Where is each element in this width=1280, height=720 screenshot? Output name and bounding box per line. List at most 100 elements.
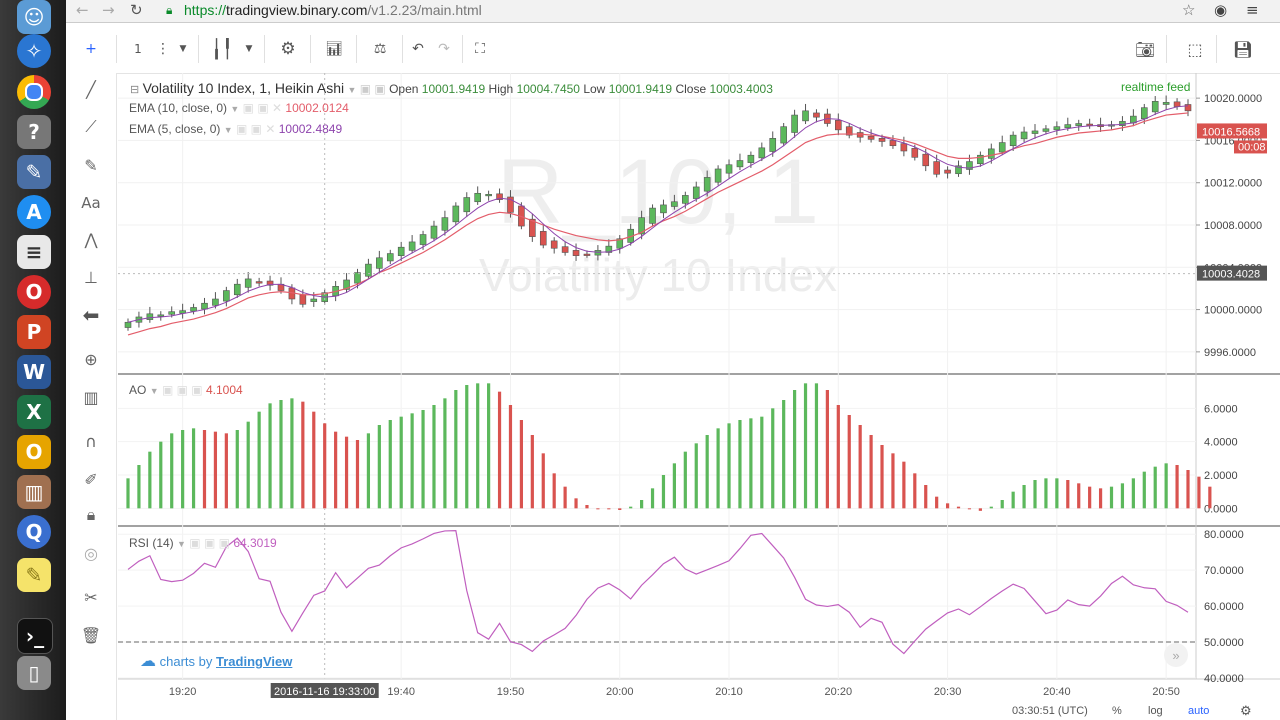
candle-body — [889, 140, 897, 147]
ao-bar — [694, 443, 698, 509]
candle-body — [682, 195, 689, 204]
legend-dropdown-icon[interactable]: ▼ — [223, 125, 233, 135]
ao-bar — [1066, 480, 1070, 509]
chart-type-dropdown-icon[interactable]: ▼ — [245, 44, 253, 54]
prediction-tool-icon[interactable]: ⊥ — [84, 267, 98, 287]
trend-line-icon[interactable]: ╱ — [86, 79, 96, 99]
remove-tools-icon[interactable]: ✂ — [84, 587, 98, 607]
quicktime-icon[interactable]: Q — [17, 515, 51, 549]
ao-bar — [913, 473, 917, 509]
redo-icon[interactable]: ↷ — [438, 41, 450, 57]
chart-area[interactable]: 19:20 19:40 19:50 20:00 20:10 20:20 20:30 20:40… — [118, 73, 1280, 720]
compare-icon[interactable]: ⚖ — [373, 41, 387, 57]
rsi-line — [127, 529, 1189, 655]
legend-settings-icons[interactable]: ▣ ▣ — [359, 82, 386, 96]
ao-bar — [945, 503, 950, 509]
interval-menu-icon[interactable]: ⋮ — [156, 41, 170, 57]
candle-body — [201, 302, 208, 310]
safari-icon[interactable]: ✧ — [17, 34, 51, 68]
brush-icon[interactable]: ✎ — [84, 155, 98, 175]
candles-type-icon[interactable]: ╽╿ — [211, 38, 233, 60]
realtime-feed-label: realtime feed — [1121, 80, 1191, 94]
candle-body — [933, 161, 940, 175]
bookmark-star-icon[interactable]: ☆ — [1182, 1, 1196, 19]
collapse-icon[interactable]: ⊟ — [130, 84, 140, 96]
tradingview-branding[interactable]: ☁ charts by TradingView — [140, 651, 292, 671]
candle-body — [835, 120, 842, 131]
rsi-tick-label: 80.0000 — [1204, 529, 1244, 541]
opera-icon[interactable]: O — [17, 275, 51, 309]
legend-settings-icons[interactable]: ▣ ▣ ✕ — [242, 101, 283, 115]
back-arrow-icon[interactable]: ← — [76, 1, 89, 19]
finder-icon[interactable]: ☺ — [17, 0, 51, 34]
forward-arrow-icon[interactable]: → — [102, 1, 115, 19]
ao-bar — [1109, 486, 1114, 509]
legend-dropdown-icon[interactable]: ▼ — [230, 104, 240, 114]
title-dropdown-icon[interactable]: ▼ — [347, 85, 357, 95]
indicators-icon[interactable]: 📊︎ — [325, 41, 343, 57]
lock-icon[interactable]: 🔒︎ — [86, 505, 96, 524]
candle-body — [474, 192, 481, 203]
interval-button[interactable]: 1 — [134, 42, 142, 56]
ao-bar — [257, 411, 261, 509]
arrow-icon[interactable]: ⬅ — [82, 303, 100, 327]
help-icon[interactable]: ? — [17, 115, 51, 149]
pattern-tool-icon[interactable]: ⋀ — [84, 229, 98, 249]
hide-drawings-icon[interactable]: ◎ — [84, 543, 98, 563]
magnet-icon[interactable]: ∩ — [85, 431, 97, 451]
ao-bar — [607, 508, 611, 510]
candle-body — [802, 110, 809, 122]
interval-dropdown-icon[interactable]: ▼ — [179, 44, 187, 54]
ao-bar — [181, 430, 185, 509]
word-icon[interactable]: W — [17, 355, 51, 389]
candle-body — [539, 231, 547, 246]
ao-name: AO — [129, 383, 147, 397]
legend-settings-icons[interactable]: ▣ ▣ ▣ — [189, 536, 230, 550]
terminal-icon[interactable]: ›_ — [17, 618, 53, 654]
outlook-icon[interactable]: O — [17, 435, 51, 469]
auto-toggle[interactable]: auto — [1188, 705, 1210, 717]
legend-settings-icons[interactable]: ▣ ▣ ▣ — [161, 383, 203, 397]
ohlc-label: Low — [583, 82, 606, 96]
footer-settings-gear-icon[interactable]: ⚙ — [1240, 703, 1252, 718]
legend-dropdown-icon[interactable]: ▼ — [149, 386, 159, 396]
stickies-icon[interactable]: ✎ — [17, 558, 51, 592]
excel-icon[interactable]: X — [17, 395, 51, 429]
scroll-right-button[interactable]: » — [1164, 643, 1188, 667]
candle-body — [1173, 101, 1181, 107]
chart-image-icon[interactable]: ⬚ — [1187, 39, 1203, 59]
percent-toggle[interactable]: % — [1112, 705, 1122, 717]
legend-settings-icons[interactable]: ▣ ▣ ✕ — [235, 122, 276, 136]
trash-icon[interactable]: 🗑︎ — [80, 625, 102, 645]
menu-icon[interactable]: ≡ — [1246, 1, 1259, 19]
text-tool-icon[interactable]: Aa — [81, 194, 101, 212]
crosshair-tool-icon[interactable]: + — [85, 41, 97, 57]
extension-icon[interactable]: ◉ — [1214, 1, 1228, 19]
lock-drawings-icon[interactable]: ✐ — [84, 469, 98, 489]
undo-icon[interactable]: ↶ — [412, 41, 424, 57]
archive-icon[interactable]: ▥ — [17, 475, 51, 509]
settings-gear-icon[interactable]: ⚙ — [280, 39, 296, 59]
trash-icon[interactable]: ▯ — [17, 656, 51, 690]
save-icon[interactable]: 💾︎ — [1232, 39, 1254, 59]
measure-icon[interactable]: ▥ — [83, 387, 99, 407]
ema5-line — [127, 105, 1189, 323]
ao-bar — [650, 488, 655, 509]
fullscreen-icon[interactable]: ⛶ — [475, 41, 485, 57]
textedit-icon[interactable]: ≡ — [17, 235, 51, 269]
chart-canvas[interactable]: 19:20 19:40 19:50 20:00 20:10 20:20 20:30 20:40… — [118, 73, 1280, 720]
legend-dropdown-icon[interactable]: ▼ — [177, 539, 186, 549]
zoom-icon[interactable]: ⊕ — [84, 349, 98, 369]
fib-tool-icon[interactable]: ⟋ — [85, 117, 97, 136]
chrome-icon[interactable] — [17, 75, 51, 109]
candle-body — [791, 114, 798, 133]
powerpoint-icon[interactable]: P — [17, 315, 51, 349]
reload-icon[interactable]: ↻ — [130, 1, 143, 19]
camera-icon[interactable]: 📷︎ — [1134, 39, 1156, 59]
ao-bar — [1077, 483, 1081, 509]
preview-icon[interactable]: ✎ — [17, 155, 51, 189]
log-toggle[interactable]: log — [1148, 705, 1163, 717]
url-field[interactable]: https://tradingview.binary.com/v1.2.23/m… — [184, 2, 482, 18]
ao-bar — [585, 505, 589, 509]
app-store-icon[interactable]: A — [17, 195, 51, 229]
